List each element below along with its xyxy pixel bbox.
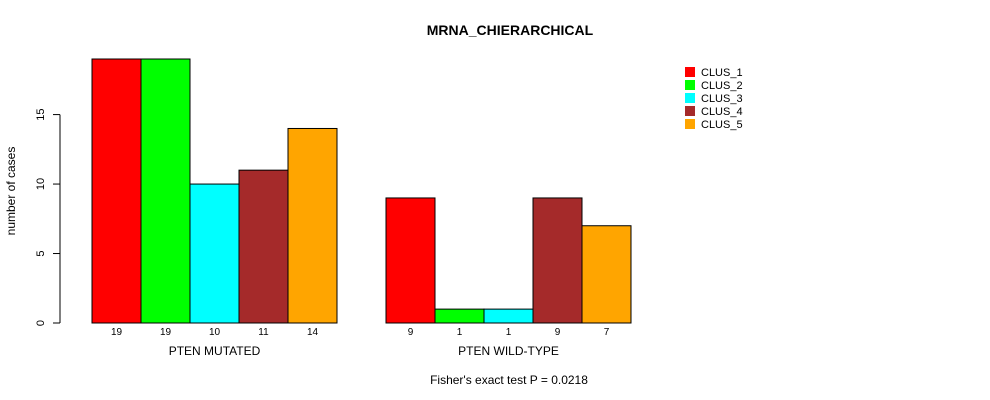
- bar-clus-1: [91, 58, 142, 324]
- bar-count-label: 11: [258, 327, 269, 338]
- bar-clus-3: [483, 308, 534, 324]
- y-tick-label: 0: [35, 320, 47, 326]
- legend-label: CLUS_3: [701, 93, 743, 105]
- bar-clus-3: [189, 183, 240, 324]
- bar-clus-4: [532, 197, 583, 324]
- legend-label: CLUS_2: [701, 80, 743, 92]
- bar-count-label: 19: [111, 327, 123, 338]
- group-label: PTEN WILD-TYPE: [458, 344, 559, 358]
- bar-clus-5: [287, 127, 338, 324]
- legend-swatch: [685, 119, 695, 129]
- bar-count-label: 19: [160, 327, 172, 338]
- legend-swatch: [685, 67, 695, 77]
- bar-clus-2: [140, 58, 191, 324]
- chart-title: MRNA_CHIERARCHICAL: [427, 22, 594, 38]
- bar-clus-5: [581, 225, 632, 324]
- legend-swatch: [685, 93, 695, 103]
- legend-label: CLUS_5: [701, 119, 743, 131]
- bar-count-label: 14: [307, 327, 319, 338]
- y-axis: 0 5 10 15: [35, 108, 61, 326]
- bar-count-label: 7: [604, 327, 610, 338]
- legend-label: CLUS_1: [701, 67, 743, 79]
- group-label: PTEN MUTATED: [169, 344, 261, 358]
- y-tick-label: 10: [35, 178, 47, 190]
- legend-swatch: [685, 80, 695, 90]
- bar-count-label: 1: [506, 327, 512, 338]
- legend-label: CLUS_4: [701, 106, 743, 118]
- legend-swatch: [685, 106, 695, 116]
- bar-clus-1: [385, 197, 436, 324]
- bar-count-label: 1: [457, 327, 463, 338]
- bar-count-label: 9: [555, 327, 561, 338]
- y-axis-label: number of cases: [4, 147, 18, 236]
- y-tick-label: 5: [35, 250, 47, 256]
- bar-clus-4: [238, 169, 289, 324]
- bar-count-label: 9: [408, 327, 414, 338]
- bar-count-label: 10: [209, 327, 221, 338]
- fisher-test-label: Fisher's exact test P = 0.0218: [430, 373, 588, 387]
- bar-clus-2: [434, 308, 485, 324]
- y-tick-label: 15: [35, 108, 47, 120]
